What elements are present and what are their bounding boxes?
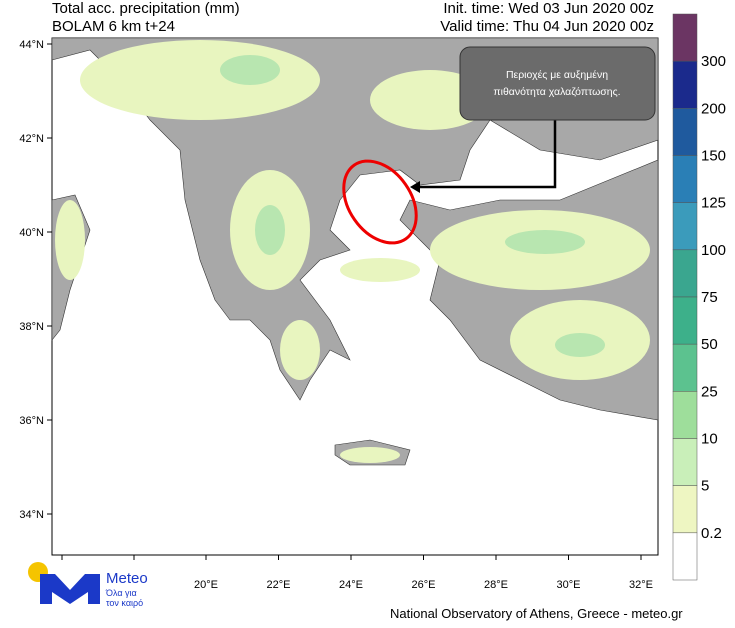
- valid-time: Valid time: Thu 04 Jun 2020 00z: [440, 18, 654, 35]
- colorbar-segment: [672, 438, 698, 486]
- annotation-box: [459, 46, 656, 121]
- colorbar-segment: [672, 13, 698, 62]
- colorbar-label: 75: [701, 289, 718, 306]
- lon-label: 32°E: [629, 579, 653, 591]
- precip-moderate: [220, 55, 605, 357]
- lat-label: 34°N: [19, 509, 44, 521]
- colorbar-segment: [672, 391, 698, 439]
- colorbar-segment: [672, 532, 698, 581]
- init-time: Init. time: Wed 03 Jun 2020 00z: [443, 0, 654, 17]
- logo-tagline: Όλα για: [105, 588, 137, 598]
- colorbar-label: 5: [701, 478, 709, 495]
- colorbar-label: 25: [701, 383, 718, 400]
- colorbar-label: 0.2: [701, 525, 722, 542]
- arrow: [415, 120, 557, 189]
- lon-label: 28°E: [484, 579, 508, 591]
- logo-name: Meteo: [106, 570, 148, 587]
- colorbar-segment: [672, 296, 698, 345]
- colorbar-label: 200: [701, 100, 726, 117]
- colorbar-label: 50: [701, 336, 718, 353]
- logo-tagline: τον καιρό: [106, 598, 143, 608]
- colorbar-segment: [672, 485, 698, 534]
- colorbar: 300 200 150 125 100 75 50 25 10 5 0.2: [672, 13, 726, 581]
- lat-label: 40°N: [19, 227, 44, 239]
- colorbar-label: 125: [701, 195, 726, 212]
- logo: Meteo Όλα για τον καιρό: [28, 562, 148, 608]
- colorbar-segment: [672, 108, 698, 156]
- lon-label: 22°E: [267, 579, 291, 591]
- colorbar-segment: [672, 60, 698, 109]
- title: Total acc. precipitation (mm): [52, 0, 240, 17]
- colorbar-label: 100: [701, 242, 726, 259]
- colorbar-segment: [672, 343, 698, 392]
- annotation-text: Περιοχές με αυξημένη: [506, 69, 608, 81]
- lat-label: 36°N: [19, 415, 44, 427]
- colorbar-label: 10: [701, 431, 718, 448]
- lat-label: 44°N: [19, 39, 44, 51]
- colorbar-segment: [672, 249, 698, 298]
- lon-label: 30°E: [557, 579, 581, 591]
- lat-label: 42°N: [19, 133, 44, 145]
- colorbar-segment: [672, 202, 698, 251]
- highlight-ellipse: [342, 159, 418, 245]
- logo-mark: [40, 574, 100, 604]
- axes: 44°N 42°N 40°N 38°N 36°N 34°N 20°E 22°E 24°E 26°E…: [19, 39, 653, 591]
- annotation-text: πιθανότητα χαλαζόπτωσης.: [493, 86, 620, 98]
- model: BOLAM 6 km t+24: [52, 18, 175, 35]
- colorbar-label: 300: [701, 53, 726, 70]
- lon-label: 20°E: [194, 579, 218, 591]
- arrow-head: [410, 181, 420, 193]
- colorbar-label: 150: [701, 148, 726, 165]
- lon-label: 24°E: [339, 579, 363, 591]
- map: Περιοχές με αυξημένη πιθανότητα χαλαζόπτ…: [51, 37, 659, 556]
- lat-label: 38°N: [19, 321, 44, 333]
- footer: National Observatory of Athens, Greece -…: [390, 606, 683, 621]
- colorbar-segment: [672, 155, 698, 203]
- lon-label: 26°E: [412, 579, 436, 591]
- land: [51, 37, 659, 401]
